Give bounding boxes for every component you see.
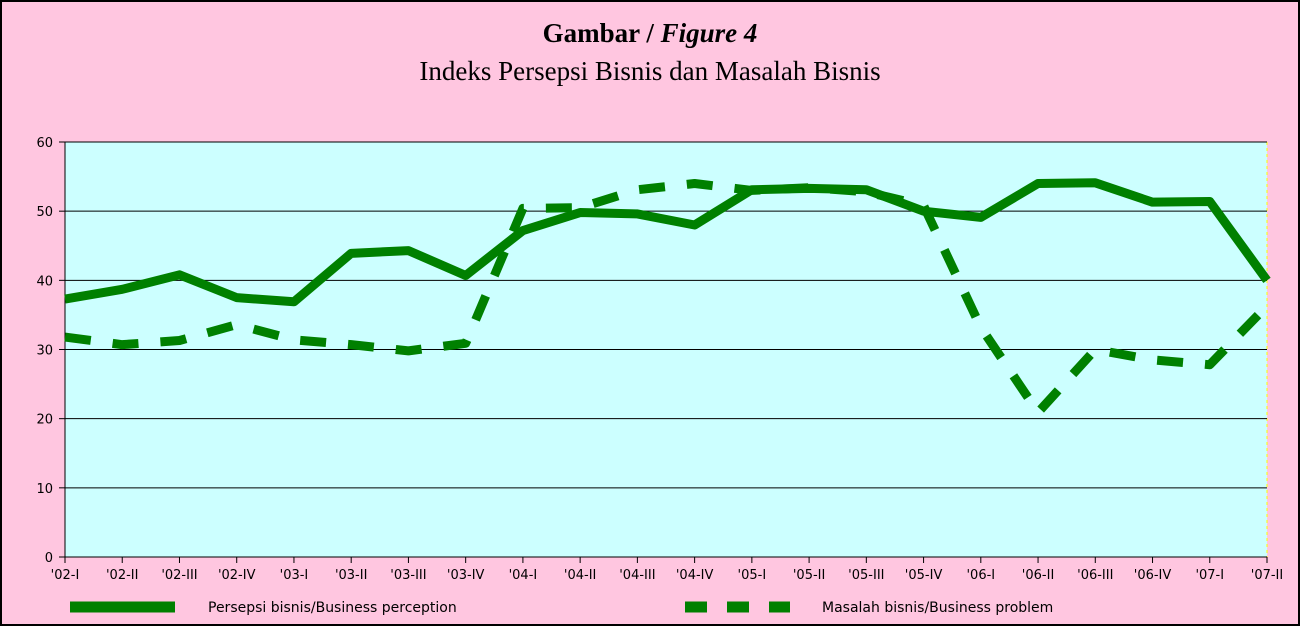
x-tick-label: '02-I [51, 568, 80, 583]
legend-label: Masalah bisnis/Business problem [822, 600, 1053, 616]
x-tick-label: '02-II [106, 568, 138, 583]
x-tick-label: '05-II [793, 568, 825, 583]
y-tick-label: 0 [45, 551, 53, 566]
y-tick-label: 50 [36, 205, 53, 220]
x-tick-label: '05-III [848, 568, 884, 583]
x-tick-label: '06-III [1077, 568, 1113, 583]
x-tick-label: '03-I [280, 568, 309, 583]
x-tick-label: '03-IV [447, 568, 485, 583]
y-tick-label: 10 [36, 482, 53, 497]
title-text: Gambar / [543, 18, 655, 48]
series-line [64, 178, 1271, 307]
x-tick-label: '02-III [161, 568, 197, 583]
x-tick-label: '04-I [509, 568, 538, 583]
title-emphasis: Figure 4 [660, 18, 758, 48]
chart-subtitle: Indeks Persepsi Bisnis dan Masalah Bisni… [419, 56, 880, 86]
x-tick-label: '06-I [966, 568, 995, 583]
x-tick-label: '04-III [619, 568, 655, 583]
series-line [64, 179, 1271, 417]
y-tick-label: 60 [36, 136, 53, 151]
x-tick-label: '04-II [564, 568, 596, 583]
x-tick-label: '03-II [335, 568, 367, 583]
x-tick-label: '06-IV [1134, 568, 1172, 583]
x-tick-label: '07-II [1251, 568, 1283, 583]
chart-title: Gambar / Figure 4 [543, 18, 758, 48]
x-tick-label: '02-IV [218, 568, 256, 583]
x-tick-label: '03-III [390, 568, 426, 583]
legend-label: Persepsi bisnis/Business perception [208, 600, 457, 616]
x-tick-label: '07-I [1195, 568, 1224, 583]
y-tick-label: 30 [36, 344, 53, 359]
y-tick-label: 40 [36, 274, 53, 289]
x-tick-label: '05-I [738, 568, 767, 583]
y-tick-label: 20 [36, 413, 53, 428]
x-tick-label: '05-IV [905, 568, 943, 583]
x-tick-label: '06-II [1022, 568, 1054, 583]
x-tick-label: '04-IV [676, 568, 714, 583]
